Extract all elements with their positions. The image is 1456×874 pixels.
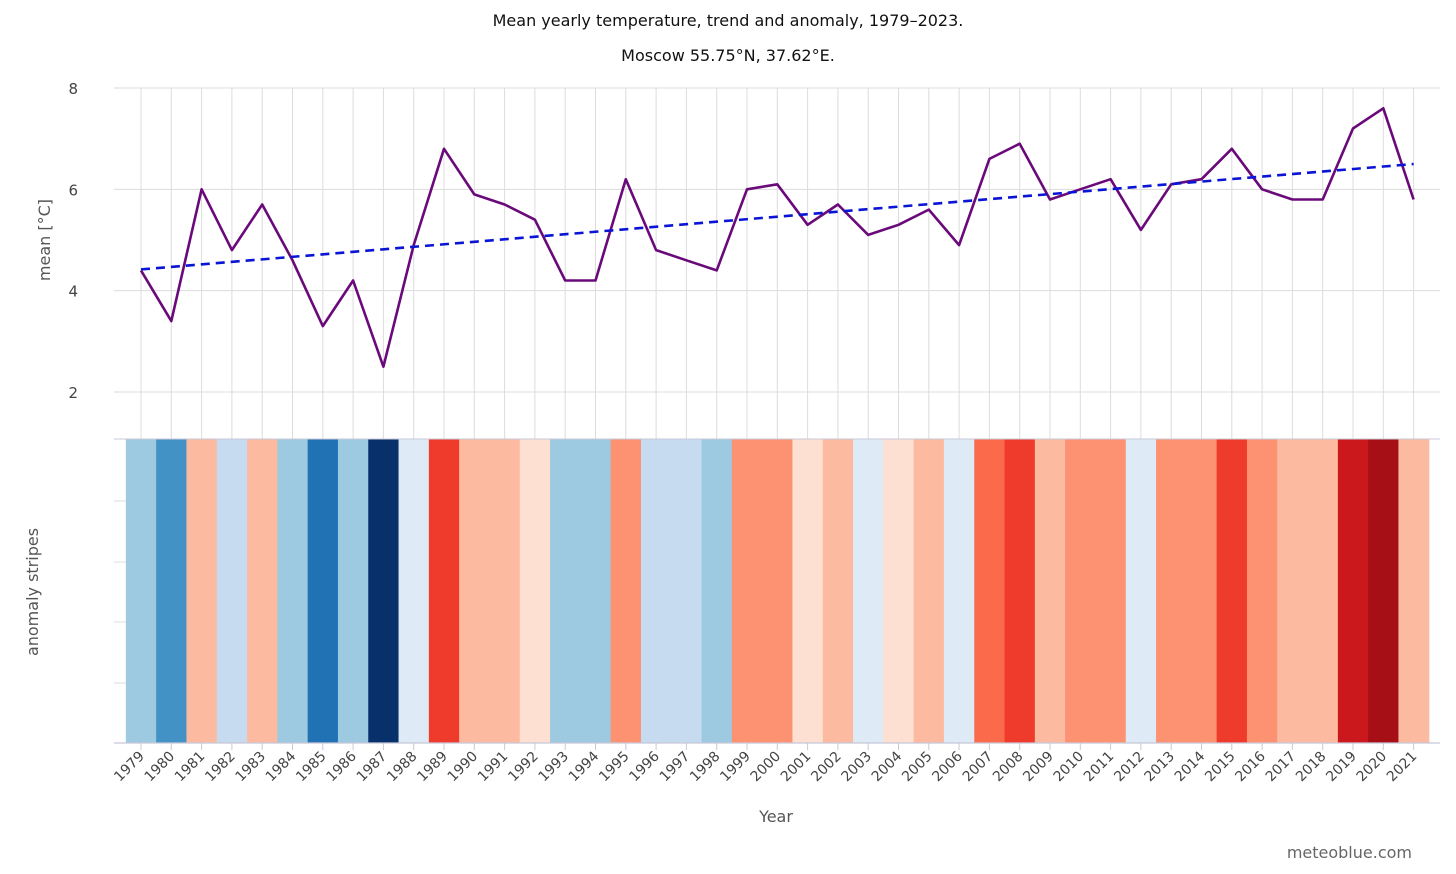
x-tick-label-2010: 2010: [1051, 749, 1088, 786]
x-tick-label-1980: 1980: [142, 749, 179, 786]
x-tick-label-1986: 1986: [323, 748, 360, 785]
x-tick-label-2017: 2017: [1263, 749, 1300, 786]
x-tick-label-2020: 2020: [1354, 749, 1391, 786]
anomaly-stripe-1997: [671, 439, 703, 743]
x-tick-label-1991: 1991: [475, 749, 512, 786]
credit-text: meteoblue.com: [1286, 843, 1412, 862]
x-tick-label-2007: 2007: [960, 749, 997, 786]
x-tick-label-1993: 1993: [536, 749, 573, 786]
y-tick-label-2: 2: [68, 384, 78, 402]
x-tick-label-1982: 1982: [202, 749, 239, 786]
anomaly-stripe-2005: [913, 439, 945, 743]
anomaly-stripe-2006: [943, 439, 975, 743]
anomaly-stripe-1996: [640, 439, 672, 743]
x-tick-label-1984: 1984: [263, 748, 300, 785]
anomaly-stripe-1993: [550, 439, 581, 743]
x-tick-label-1985: 1985: [293, 749, 330, 786]
anomaly-stripe-2019: [1337, 439, 1369, 743]
x-tick-label-2013: 2013: [1142, 749, 1179, 786]
anomaly-stripe-1979: [125, 439, 157, 743]
x-tick-label-2005: 2005: [899, 749, 936, 786]
x-tick-label-2003: 2003: [839, 749, 876, 786]
anomaly-stripe-1998: [701, 439, 733, 743]
anomaly-stripe-2010: [1065, 439, 1097, 743]
anomaly-stripe-1990: [459, 439, 491, 743]
x-axis-label: Year: [758, 807, 793, 826]
anomaly-stripe-2014: [1186, 439, 1218, 743]
anomaly-stripe-1992: [519, 439, 551, 743]
anomaly-stripe-1985: [307, 439, 339, 743]
x-tick-label-2011: 2011: [1081, 749, 1118, 786]
anomaly-stripe-1989: [428, 439, 460, 743]
series-line-trend: [140, 162, 1414, 271]
y-tick-label-6: 6: [68, 181, 78, 199]
anomaly-stripe-2016: [1246, 439, 1278, 743]
anomaly-stripe-1981: [186, 439, 218, 743]
anomaly-stripe-2003: [853, 439, 884, 743]
x-tick-label-1979: 1979: [111, 749, 148, 786]
anomaly-stripe-2012: [1125, 439, 1157, 743]
x-tick-label-2000: 2000: [748, 749, 785, 786]
x-tick-label-1995: 1995: [596, 749, 633, 786]
anomaly-stripe-2009: [1034, 439, 1066, 743]
anomaly-stripe-2018: [1307, 439, 1339, 743]
anomaly-stripe-1994: [580, 439, 612, 743]
x-tick-label-1994: 1994: [566, 748, 603, 785]
x-tick-label-1996: 1996: [626, 748, 663, 785]
x-tick-label-2021: 2021: [1384, 749, 1421, 786]
y-axis-label: mean [°C]: [35, 199, 54, 281]
anomaly-stripe-1988: [398, 439, 430, 743]
anomaly-stripe-2013: [1156, 439, 1187, 743]
anomaly-stripe-2020: [1368, 439, 1400, 743]
anomaly-stripe-1980: [156, 439, 188, 743]
chart-title: Mean yearly temperature, trend and anoma…: [492, 11, 964, 30]
anomaly-stripe-2021: [1398, 439, 1430, 743]
x-tick-label-1999: 1999: [717, 749, 754, 786]
anomaly-stripe-2004: [883, 439, 915, 743]
anomaly-stripe-2015: [1216, 439, 1248, 743]
anomaly-stripe-1991: [489, 439, 521, 743]
x-tick-label-1990: 1990: [445, 749, 482, 786]
x-tick-label-1998: 1998: [687, 749, 724, 786]
x-tick-label-2006: 2006: [929, 748, 966, 785]
x-tick-label-1992: 1992: [505, 749, 542, 786]
anomaly-stripe-1983: [247, 439, 278, 743]
x-tick-label-2014: 2014: [1172, 748, 1209, 785]
x-tick-label-1989: 1989: [414, 749, 451, 786]
x-tick-label-1983: 1983: [233, 749, 270, 786]
x-tick-label-2009: 2009: [1020, 749, 1057, 786]
anomaly-stripe-2011: [1095, 439, 1127, 743]
anomaly-stripe-2008: [1004, 439, 1036, 743]
x-tick-label-1997: 1997: [657, 749, 694, 786]
x-tick-label-1981: 1981: [172, 749, 209, 786]
x-tick-label-2015: 2015: [1202, 749, 1239, 786]
anomaly-stripe-2001: [792, 439, 824, 743]
anomaly-stripe-2002: [822, 439, 854, 743]
stripes-axis-label: anomaly stripes: [23, 528, 42, 656]
series-line-mean: [139, 107, 1415, 369]
x-tick-label-2018: 2018: [1293, 749, 1330, 786]
anomaly-stripe-1986: [337, 439, 369, 743]
x-tick-label-2002: 2002: [808, 749, 845, 786]
anomaly-stripe-2007: [974, 439, 1006, 743]
x-tick-label-2004: 2004: [869, 748, 906, 785]
x-tick-label-2001: 2001: [778, 749, 815, 786]
y-tick-label-8: 8: [68, 80, 78, 98]
x-tick-label-1988: 1988: [384, 749, 421, 786]
anomaly-stripe-1984: [277, 439, 309, 743]
x-tick-label-2008: 2008: [990, 749, 1027, 786]
anomaly-stripe-1987: [368, 439, 400, 743]
anomaly-stripe-1982: [216, 439, 248, 743]
x-tick-label-2019: 2019: [1323, 749, 1360, 786]
chart-subtitle: Moscow 55.75°N, 37.62°E.: [621, 46, 835, 65]
x-tick-label-1987: 1987: [354, 749, 391, 786]
anomaly-stripe-2000: [762, 439, 794, 743]
anomaly-stripe-2017: [1277, 439, 1309, 743]
anomaly-stripe-1995: [610, 439, 642, 743]
y-tick-label-4: 4: [68, 283, 78, 301]
x-tick-label-2012: 2012: [1111, 749, 1148, 786]
x-tick-label-2016: 2016: [1232, 748, 1269, 785]
anomaly-stripe-1999: [731, 439, 763, 743]
